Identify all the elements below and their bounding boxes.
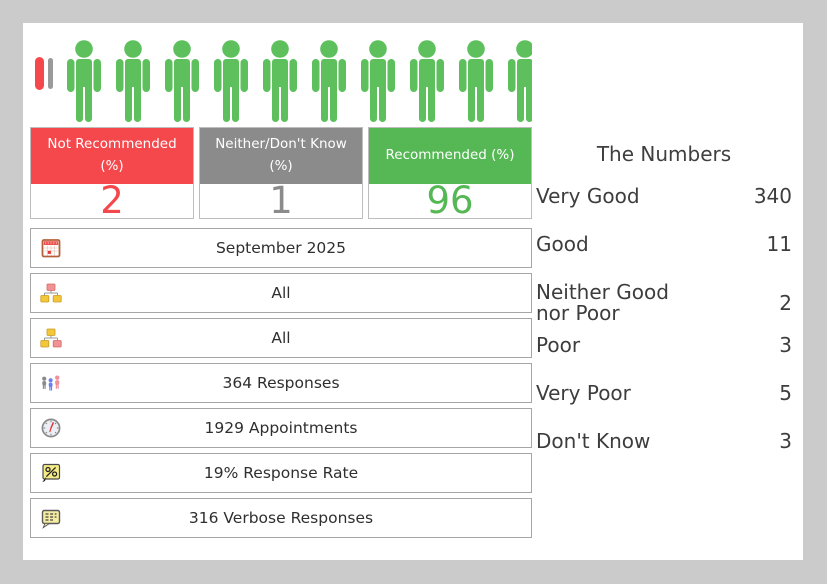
numbers-item-very-good: Very Good 340 [536,186,792,207]
not-recommended-value: 2 [100,179,124,222]
percent-icon [42,463,61,483]
numbers-label: Poor [536,333,581,357]
numbers-value: 11 [766,232,792,256]
numbers-label: Neither Good nor Poor [536,280,669,325]
group-filter-row[interactable]: All [30,273,532,313]
person-figure-icon [459,40,493,122]
numbers-label: Don't Know [536,429,651,453]
people-icon [42,375,60,391]
group-filter-label: All [271,284,291,302]
person-figure-icon [361,40,395,122]
not-recommended-box: Not Recommended (%) 2 [30,127,194,219]
subgroup-filter-label: All [271,329,291,347]
report-panel: Not Recommended (%) 2 Neither/Don't Know… [23,23,803,560]
numbers-label: Very Good [536,184,640,208]
person-figure-icon [410,40,444,122]
numbers-item-good: Good 11 [536,234,792,255]
verbose-responses-row: 316 Verbose Responses [30,498,532,538]
numbers-label: Good [536,232,589,256]
numbers-value: 5 [779,381,792,405]
response-rate-row: 19% Response Rate [30,453,532,493]
neither-label: Neither/Don't Know (%) [200,128,362,184]
person-figure-icon [214,40,248,122]
recommended-label: Recommended (%) [369,128,531,184]
verbose-responses-label: 316 Verbose Responses [188,509,374,527]
subgroup-filter-row[interactable]: All [30,318,532,358]
speech-bubble-icon [41,509,61,529]
org-chart-alt-icon [40,328,62,348]
numbers-value: 340 [753,184,792,208]
numbers-item-very-poor: Very Poor 5 [536,383,792,404]
numbers-title: The Numbers [596,142,732,166]
recommended-box: Recommended (%) 96 [368,127,532,219]
org-chart-icon [40,283,62,303]
numbers-item-neither: Neither Good nor Poor 2 [536,282,792,324]
neither-value: 1 [269,179,293,222]
not-recommended-sliver-icon [35,57,44,90]
numbers-value: 3 [779,429,792,453]
clock-icon [41,418,61,438]
numbers-item-poor: Poor 3 [536,335,792,356]
person-figure-icon [263,40,297,122]
month-filter-row[interactable]: September 2025 [30,228,532,268]
not-recommended-label: Not Recommended (%) [31,128,193,184]
recommendation-pictogram [30,40,532,128]
pictogram-figures [62,40,532,122]
appointments-row: 1929 Appointments [30,408,532,448]
calendar-icon [41,239,61,258]
filter-rows: September 2025 All All [30,228,532,543]
numbers-label: Very Poor [536,381,631,405]
neither-box: Neither/Don't Know (%) 1 [199,127,363,219]
response-rate-label: 19% Response Rate [203,464,359,482]
numbers-item-dont-know: Don't Know 3 [536,431,792,452]
month-filter-label: September 2025 [215,239,347,257]
neither-sliver-icon [48,58,53,89]
appointments-label: 1929 Appointments [204,419,358,437]
numbers-value: 2 [779,290,792,315]
person-figure-icon [165,40,199,122]
numbers-panel: The Numbers Very Good 340 Good 11 Neithe… [536,142,792,479]
recommended-value: 96 [426,179,474,222]
numbers-value: 3 [779,333,792,357]
person-figure-icon [67,40,101,122]
person-figure-icon [312,40,346,122]
person-figure-icon [508,40,532,122]
responses-label: 364 Responses [222,374,340,392]
person-figure-icon [116,40,150,122]
summary-boxes: Not Recommended (%) 2 Neither/Don't Know… [30,127,532,219]
responses-row: 364 Responses [30,363,532,403]
